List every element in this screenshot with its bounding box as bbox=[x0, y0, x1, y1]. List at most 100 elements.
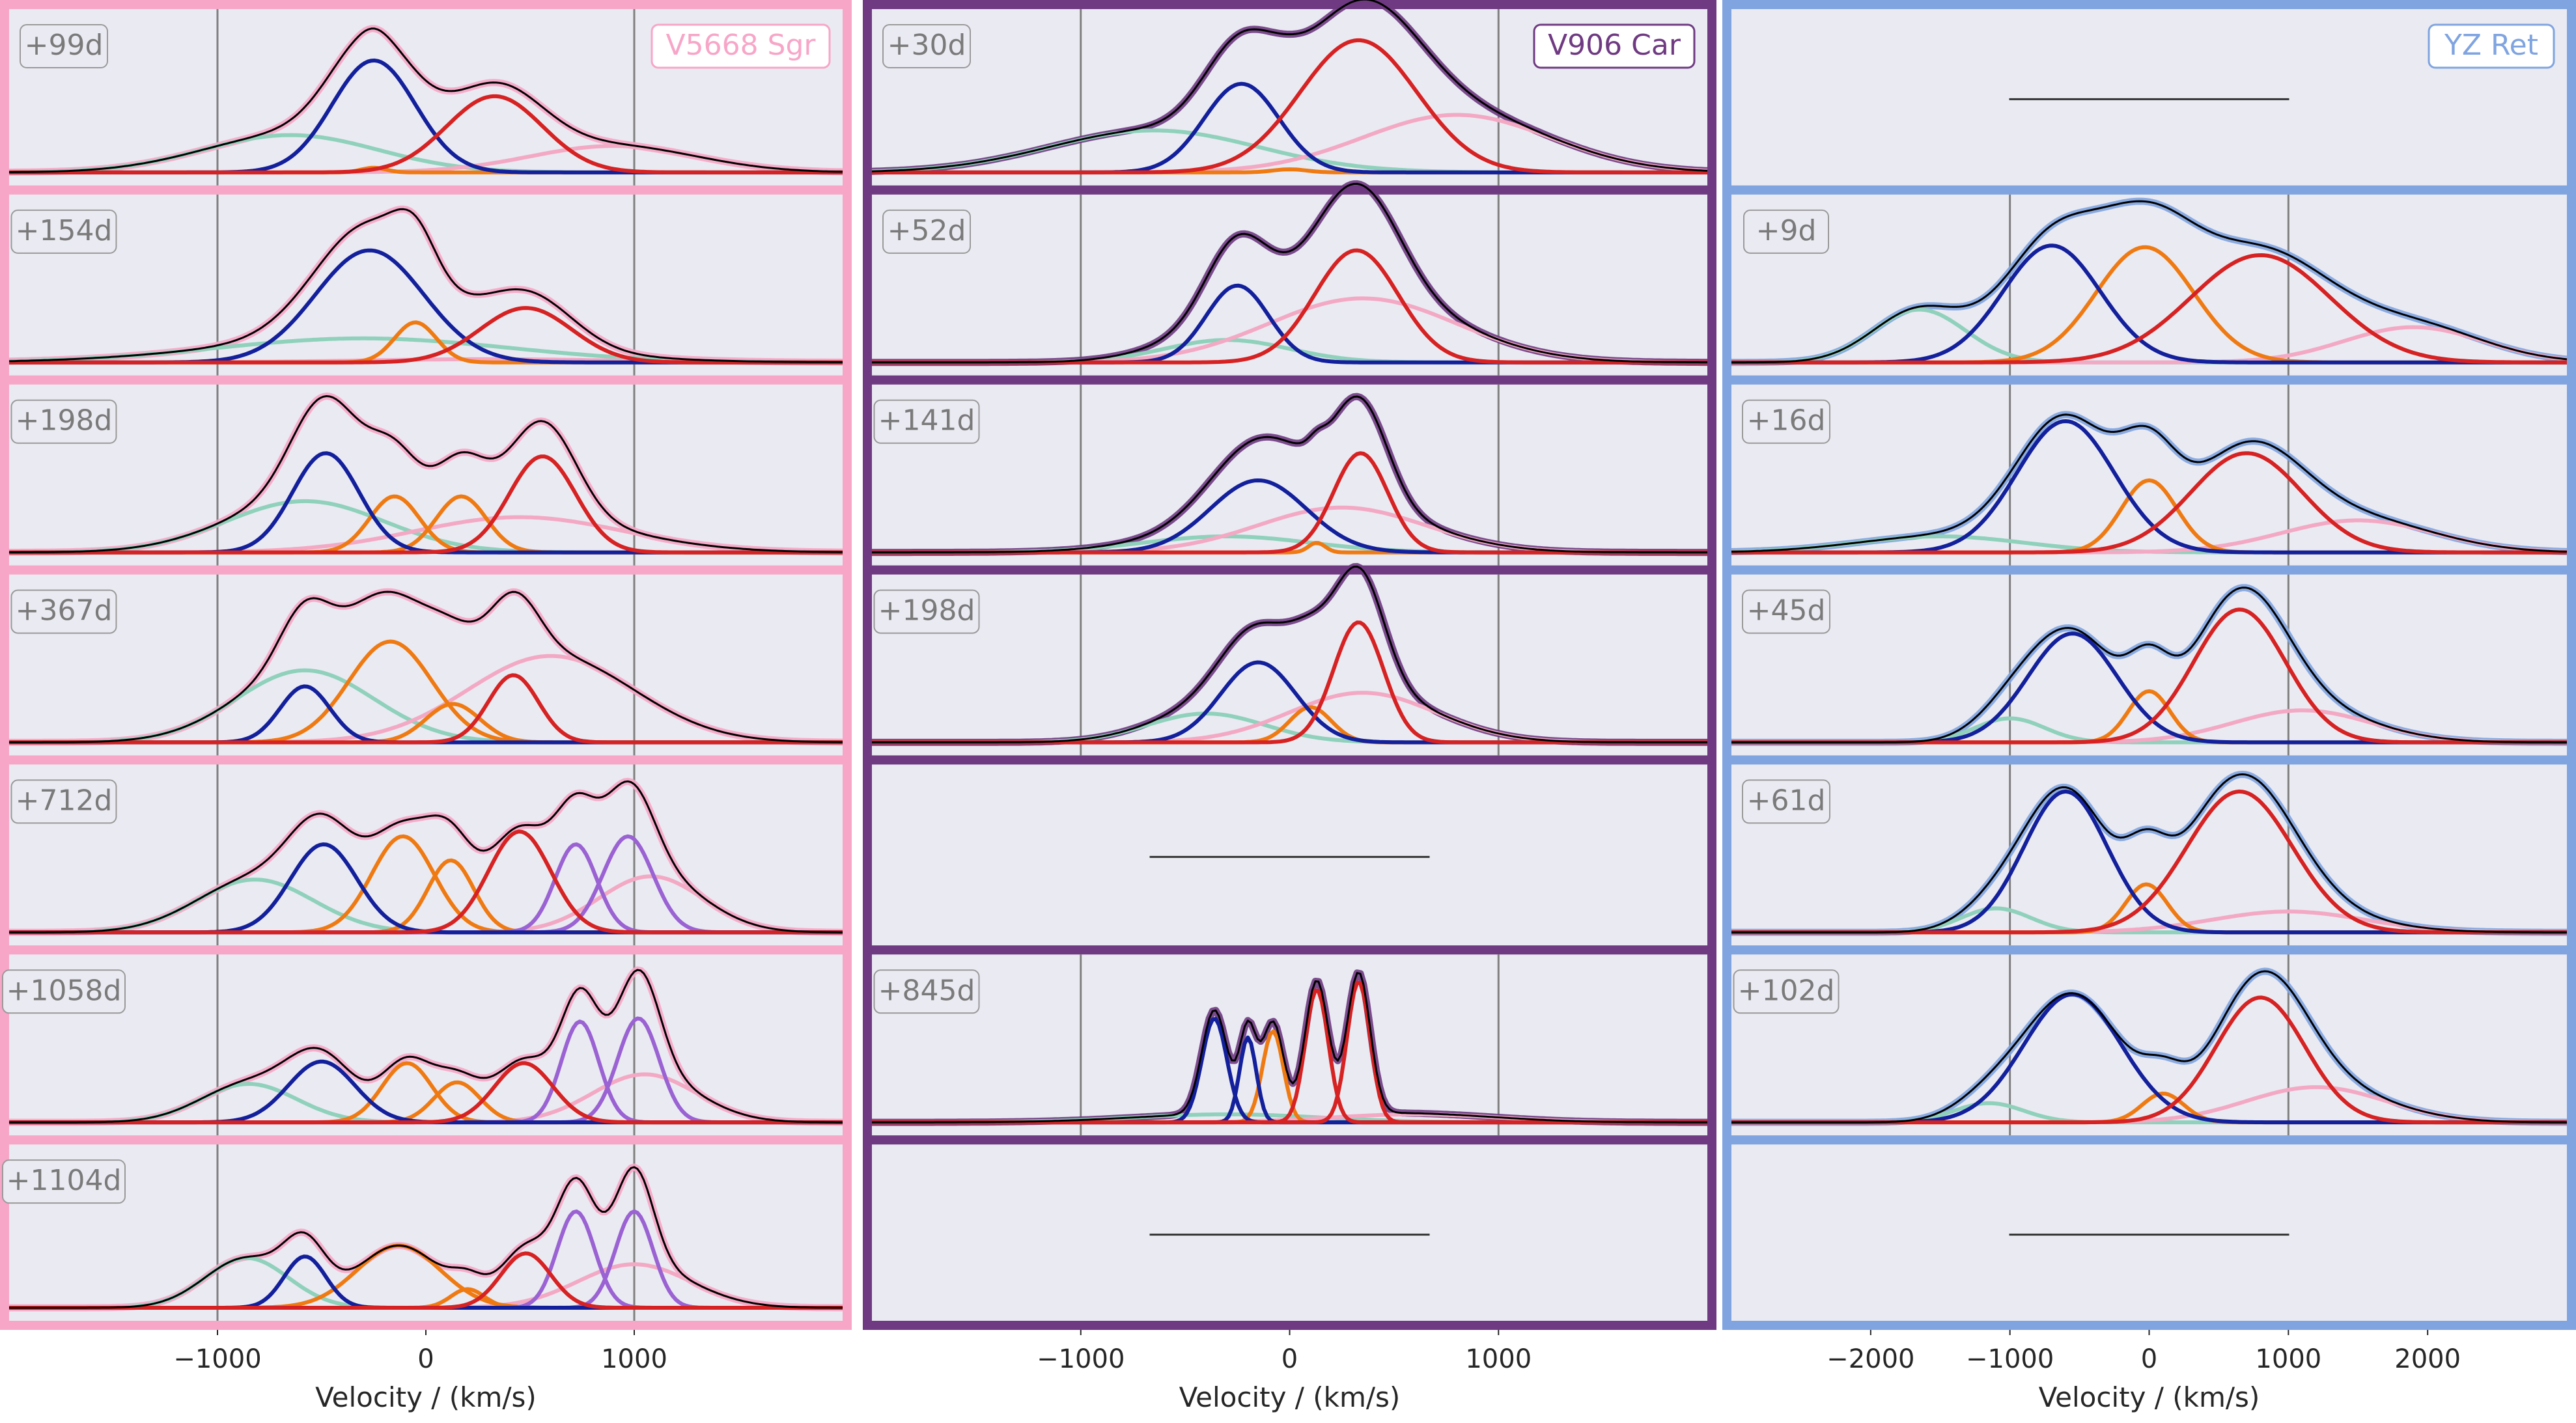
epoch-label-box bbox=[873, 399, 980, 444]
epoch-label-text: +16d bbox=[1747, 404, 1826, 437]
epoch-label-text: +99d bbox=[25, 29, 104, 62]
epoch-label-text: +198d bbox=[878, 594, 975, 628]
star-name-text: YZ Ret bbox=[2444, 29, 2538, 62]
epoch-label: +712d bbox=[10, 779, 117, 824]
total-fit-line bbox=[9, 1166, 843, 1309]
epoch-label-text: +9d bbox=[1756, 214, 1817, 247]
gaussian-component-red bbox=[9, 94, 843, 174]
epoch-label-box bbox=[882, 209, 971, 254]
epoch-label: +154d bbox=[10, 209, 117, 254]
panel-background bbox=[872, 954, 1707, 1136]
total-fit-line bbox=[1731, 413, 2568, 553]
column-v906-car: +30d V906 Car +52d +141d +198d +845d −1000 0 100… bbox=[863, 0, 1716, 1413]
total-fit-line bbox=[1731, 970, 2568, 1124]
x-tick-label: 0 bbox=[417, 1344, 434, 1374]
total-fit-line bbox=[1731, 587, 2567, 743]
epoch-label-box bbox=[10, 399, 117, 444]
epoch-label: +102d bbox=[1733, 969, 1840, 1014]
panel-background bbox=[872, 1144, 1707, 1321]
epoch-label: +367d bbox=[10, 589, 117, 634]
panel-background bbox=[1731, 764, 2567, 946]
x-axis-label: Velocity / (km/s) bbox=[315, 1381, 537, 1413]
gaussian-component-red bbox=[9, 454, 843, 555]
epoch-label-text: +1104d bbox=[7, 1164, 122, 1197]
epoch-panel: +9d bbox=[1731, 194, 2568, 376]
epoch-label-box bbox=[1742, 779, 1830, 824]
epoch-panel: +99d V5668 Sgr bbox=[8, 9, 843, 186]
epoch-panel: +141d bbox=[871, 384, 1708, 566]
epoch-label-text: +198d bbox=[16, 404, 113, 437]
total-fit-line bbox=[872, 972, 1707, 1124]
epoch-label: +45d bbox=[1742, 589, 1830, 634]
epoch-label-box bbox=[873, 589, 980, 634]
panel-background bbox=[1731, 574, 2567, 756]
epoch-label-box bbox=[1742, 589, 1830, 634]
x-tick-label: −1000 bbox=[173, 1344, 261, 1374]
total-fit-line bbox=[1731, 773, 2567, 933]
x-tick-label: 1000 bbox=[601, 1344, 667, 1374]
epoch-panel: +52d bbox=[871, 180, 1708, 376]
total-fit-line bbox=[9, 27, 843, 173]
epoch-label-box bbox=[10, 779, 117, 824]
panel-background bbox=[1731, 954, 2567, 1136]
epoch-panel: +198d bbox=[871, 562, 1708, 756]
epoch-panel bbox=[872, 764, 1707, 946]
epoch-panel: +102d bbox=[1731, 954, 2568, 1136]
panel-background bbox=[872, 574, 1707, 756]
x-tick-label: 1000 bbox=[1465, 1344, 1532, 1374]
total-fit-line bbox=[9, 395, 843, 553]
star-name-label: YZ Ret bbox=[2428, 23, 2555, 69]
epoch-panel: +30d V906 Car bbox=[871, 0, 1708, 186]
epoch-label-box bbox=[2, 969, 126, 1014]
epoch-label: +30d bbox=[882, 24, 971, 68]
gaussian-component-red bbox=[9, 673, 843, 745]
panel-background bbox=[872, 764, 1707, 946]
epoch-label-text: +367d bbox=[16, 594, 113, 628]
epoch-label-text: +30d bbox=[888, 29, 966, 62]
epoch-label: +198d bbox=[10, 399, 117, 444]
star-name-label: V5668 Sgr bbox=[651, 23, 831, 69]
gaussian-component-red bbox=[1731, 253, 2567, 365]
x-axis-label: Velocity / (km/s) bbox=[1179, 1381, 1401, 1413]
panel-background bbox=[1731, 1144, 2567, 1321]
gaussian-component-red bbox=[9, 829, 843, 935]
epoch-label-text: +1058d bbox=[7, 974, 122, 1007]
x-tick-label: 2000 bbox=[2394, 1344, 2461, 1374]
epoch-panel bbox=[872, 1144, 1707, 1321]
star-name-box bbox=[651, 23, 831, 69]
epoch-label: +9d bbox=[1743, 209, 1829, 254]
epoch-panel: +1104d bbox=[2, 1144, 843, 1321]
epoch-label-text: +61d bbox=[1747, 784, 1826, 817]
total-fit-line bbox=[9, 590, 843, 743]
x-tick-label: −2000 bbox=[1827, 1344, 1914, 1374]
panel-background bbox=[1731, 384, 2567, 566]
x-tick-label: 0 bbox=[1281, 1344, 1298, 1374]
x-axis-label: Velocity / (km/s) bbox=[2039, 1381, 2260, 1413]
epoch-panel: +198d bbox=[8, 384, 843, 566]
total-fit-line bbox=[871, 0, 1708, 173]
epoch-label: +52d bbox=[882, 209, 971, 254]
gaussian-component-red bbox=[1731, 451, 2567, 555]
epoch-panel: +45d bbox=[1731, 574, 2568, 756]
total-fit-line bbox=[9, 780, 843, 933]
epoch-panel: +154d bbox=[8, 194, 843, 376]
total-fit-line bbox=[872, 182, 1707, 364]
epoch-label: +141d bbox=[873, 399, 980, 444]
epoch-label-text: +845d bbox=[878, 974, 975, 1007]
x-tick-label: −1000 bbox=[1037, 1344, 1125, 1374]
epoch-panel: +61d bbox=[1731, 764, 2568, 946]
gaussian-component-red bbox=[872, 38, 1707, 174]
total-fit-line bbox=[872, 565, 1707, 743]
epoch-panel: +712d bbox=[8, 764, 843, 946]
epoch-label-text: +45d bbox=[1747, 594, 1826, 628]
epoch-label-text: +52d bbox=[888, 214, 966, 247]
epoch-label-box bbox=[873, 969, 980, 1014]
epoch-label-text: +102d bbox=[1738, 974, 1835, 1007]
epoch-label: +99d bbox=[20, 24, 108, 68]
epoch-panel: +1058d bbox=[2, 954, 843, 1136]
star-name-box bbox=[1533, 23, 1696, 69]
epoch-label: +1058d bbox=[2, 969, 126, 1014]
epoch-label: +845d bbox=[873, 969, 980, 1014]
x-tick-label: 0 bbox=[2141, 1344, 2157, 1374]
